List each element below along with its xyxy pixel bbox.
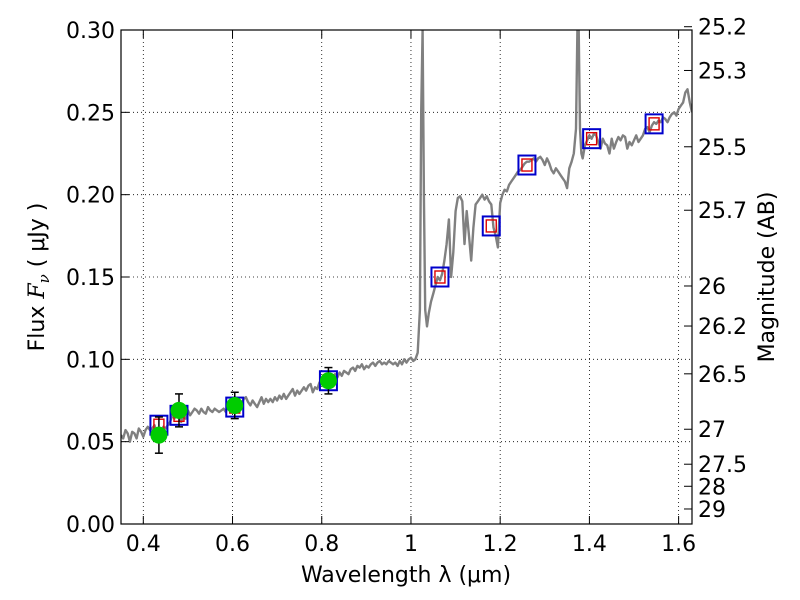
plot-background <box>121 30 692 524</box>
x-tick-label: 0.4 <box>126 532 161 557</box>
model-point-outer <box>644 113 664 135</box>
y2-tick-label: 25.2 <box>698 16 747 41</box>
observed-markers <box>150 366 337 454</box>
x-tick-label: 1 <box>404 532 418 557</box>
y2-tick-label: 26 <box>698 275 726 300</box>
observed-point <box>226 396 244 414</box>
model-point-inner <box>434 270 446 284</box>
y-tick-label: 0.15 <box>66 266 115 291</box>
x-tick-label: 1.6 <box>661 532 696 557</box>
y-axis-label: Flux Fν ( μJy ) <box>25 203 53 352</box>
x-axis-label: Wavelength λ (μm) <box>301 563 511 588</box>
y-tick-label: 0.30 <box>66 19 115 44</box>
observed-point <box>170 401 188 419</box>
y2-tick-label: 25.3 <box>698 59 747 84</box>
y2-axis-label: Magnitude (AB) <box>755 192 780 363</box>
model-point-inner <box>648 117 660 131</box>
model-point-outer <box>430 266 450 288</box>
x-tick-label: 0.8 <box>304 532 339 557</box>
y-tick-labels: 0.00 0.05 0.10 0.15 0.20 0.25 0.30 <box>66 19 115 538</box>
y2-tick-label: 29 <box>698 498 726 523</box>
y2-tick-label: 28 <box>698 475 726 500</box>
y-tick-label: 0.00 <box>66 513 115 538</box>
y2-tick-label: 25.7 <box>698 199 747 224</box>
x-tick-label: 1.2 <box>483 532 518 557</box>
model-point-outer <box>517 154 537 176</box>
x-tick-label: 0.6 <box>215 532 250 557</box>
observed-point <box>319 372 337 390</box>
x-tick-labels: 0.4 0.6 0.8 1 1.2 1.4 1.6 <box>126 532 696 557</box>
model-point-inner <box>521 158 533 172</box>
y-axis-label-subscript: ν <box>35 274 53 283</box>
y-tick-label: 0.10 <box>66 348 115 373</box>
y2-tick-label: 26.2 <box>698 315 747 340</box>
y2-tick-label: 26.5 <box>698 363 747 388</box>
axis-ticks <box>121 26 692 525</box>
spectrum-line <box>121 30 692 443</box>
y2-tick-label: 27 <box>698 418 726 443</box>
y-tick-label: 0.05 <box>66 431 115 456</box>
y-tick-label: 0.25 <box>66 101 115 126</box>
observed-point <box>150 426 168 444</box>
y-axis-label-prefix: Flux <box>25 299 50 352</box>
model-point-outer <box>481 215 501 237</box>
y-tick-label: 0.20 <box>66 184 115 209</box>
y-axis-label-symbol: F <box>25 283 50 300</box>
model-point-inner <box>585 131 598 146</box>
y2-tick-label: 27.5 <box>698 453 747 478</box>
model-point-outer <box>582 128 602 150</box>
x-tick-label: 1.4 <box>572 532 607 557</box>
y-axis-label-suffix: ( μJy ) <box>25 203 50 275</box>
plot-area <box>121 30 692 454</box>
model-point-inner <box>485 219 497 233</box>
y2-tick-label: 25.5 <box>698 136 747 161</box>
